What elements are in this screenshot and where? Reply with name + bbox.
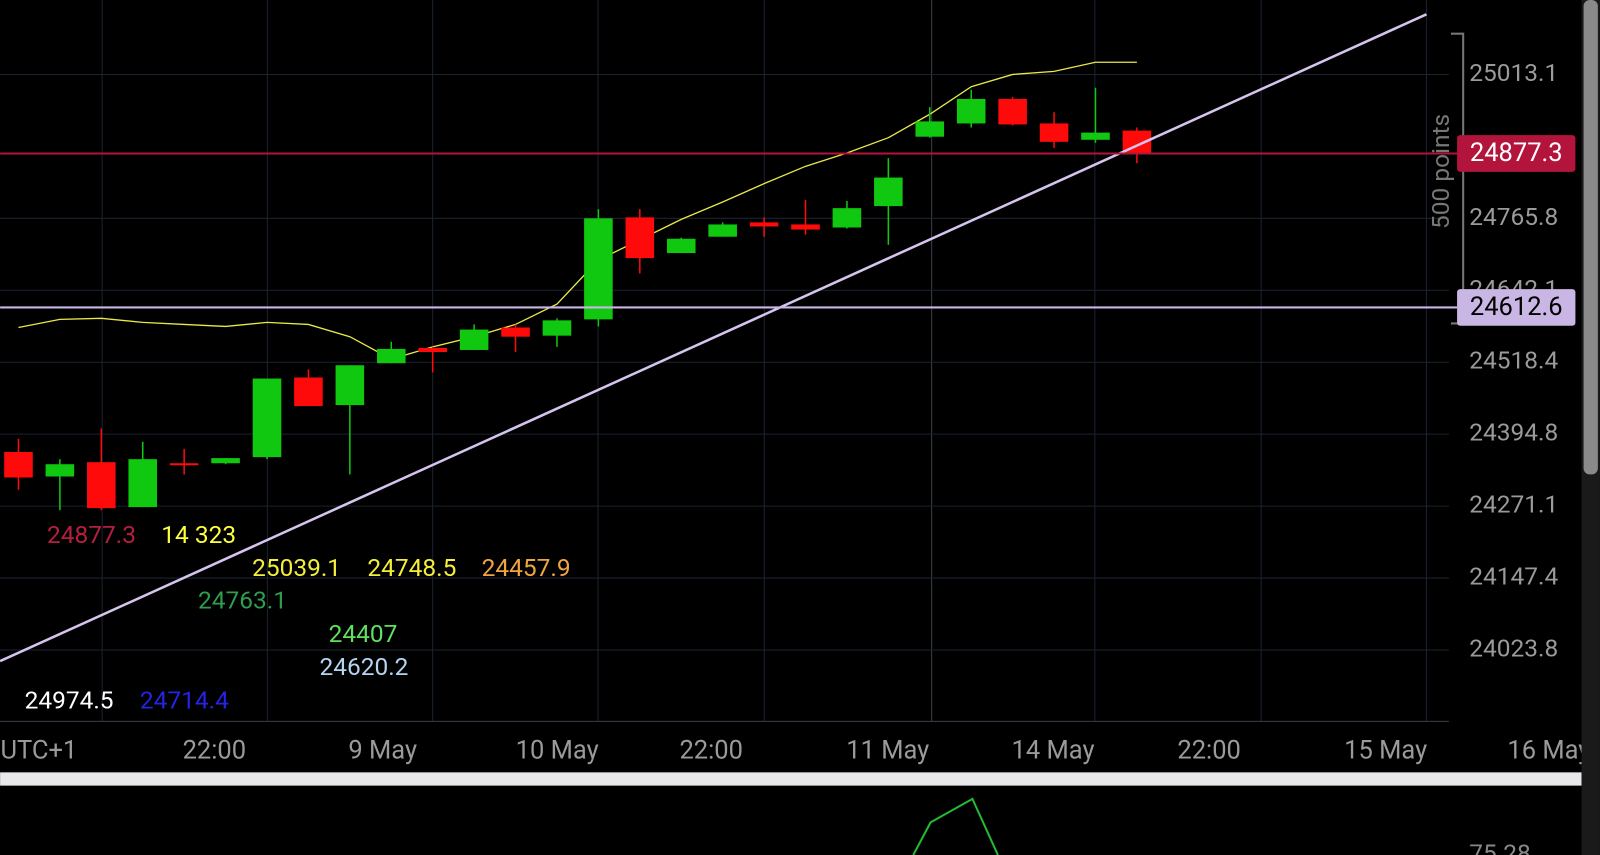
candle-body <box>501 327 530 337</box>
candle-body <box>915 121 945 137</box>
x-tick-label: 16 May <box>1507 736 1590 766</box>
y-tick-label: 24271.1 <box>1469 490 1558 519</box>
price-lines: 24877.3 24612.6 <box>0 135 1576 326</box>
indicator-label: 24407 <box>329 619 398 648</box>
trend-line <box>0 13 1427 663</box>
indicator-label: 24877.3 <box>47 520 136 549</box>
y-tick-label: 25013.1 <box>1469 58 1558 87</box>
price-tag <box>1457 289 1576 326</box>
candle-body <box>708 224 737 237</box>
x-axis: UTC+1 22:00 9 May 10 May 22:00 11 May 14 May 22… <box>0 736 1590 766</box>
x-tick-label: 9 May <box>348 736 417 766</box>
indicator-line <box>18 61 1137 360</box>
candle-body <box>211 458 240 464</box>
scrollbar-thumb[interactable] <box>1583 0 1598 475</box>
y-tick-label: 24518.4 <box>1469 346 1558 375</box>
candle-body <box>169 463 199 466</box>
candle-body <box>1081 132 1110 140</box>
candle-body <box>749 222 779 227</box>
candle-body <box>791 224 820 230</box>
candle-body <box>542 320 572 336</box>
candle-body <box>956 98 986 124</box>
measure-bracket <box>1450 32 1465 325</box>
indicator-label: 24974.5 <box>25 685 114 714</box>
candle-body <box>832 208 862 228</box>
candle-body <box>45 464 75 477</box>
x-tick-label: 15 May <box>1344 736 1427 766</box>
candle-body <box>128 459 158 508</box>
measure-label: 500 points <box>1426 114 1455 229</box>
indicator-label: 24763.1 <box>198 585 287 614</box>
subpanel-tick-label: 75.28 <box>1469 838 1530 855</box>
indicator-labels: 24877.3 14 323 25039.1 24748.5 24457.9 24763.… <box>25 520 571 714</box>
candle-body <box>1039 123 1069 142</box>
indicator-label: 25039.1 <box>252 553 341 582</box>
y-tick-label: 24147.4 <box>1469 562 1558 591</box>
horizontal-grid <box>0 73 1449 651</box>
candle-body <box>294 377 323 407</box>
candle-body <box>87 462 116 509</box>
candle-body <box>584 218 613 320</box>
candle-body <box>335 365 365 406</box>
candle-body <box>666 238 696 254</box>
plot-area <box>4 61 1152 511</box>
indicator-label: 24748.5 <box>367 553 456 582</box>
candle-body <box>874 177 903 207</box>
candle-body <box>376 348 406 364</box>
x-tick-label: UTC+1 <box>0 736 77 766</box>
panel-separator <box>0 772 1582 786</box>
indicator-label: 24620.2 <box>319 652 408 681</box>
indicator-label: 24457.9 <box>482 553 571 582</box>
candle-body <box>998 98 1027 125</box>
candle-body <box>252 378 282 458</box>
candle-body <box>459 329 489 350</box>
y-tick-label: 24765.8 <box>1469 202 1558 231</box>
x-tick-label: 22:00 <box>1177 736 1241 766</box>
price-tag-label: 24612.6 <box>1470 292 1563 322</box>
x-tick-label: 14 May <box>1012 736 1095 766</box>
x-tick-label: 22:00 <box>679 736 743 766</box>
indicator-label: 24714.4 <box>140 685 229 714</box>
subpanel-line <box>912 797 999 855</box>
y-tick-label: 24023.8 <box>1469 633 1558 662</box>
candle-body <box>4 452 33 478</box>
candle-body <box>418 347 447 353</box>
y-axis: 25013.124765.824642.124518.424394.824271… <box>1469 58 1558 663</box>
y-tick-label: 24394.8 <box>1469 418 1558 447</box>
price-tag-label: 24877.3 <box>1470 138 1563 168</box>
x-tick-label: 10 May <box>516 736 599 766</box>
x-tick-label: 22:00 <box>183 736 247 766</box>
price-tag <box>1457 135 1576 172</box>
x-tick-label: 11 May <box>846 736 929 766</box>
candle-body <box>625 217 655 259</box>
indicator-label: 14 323 <box>161 520 236 549</box>
